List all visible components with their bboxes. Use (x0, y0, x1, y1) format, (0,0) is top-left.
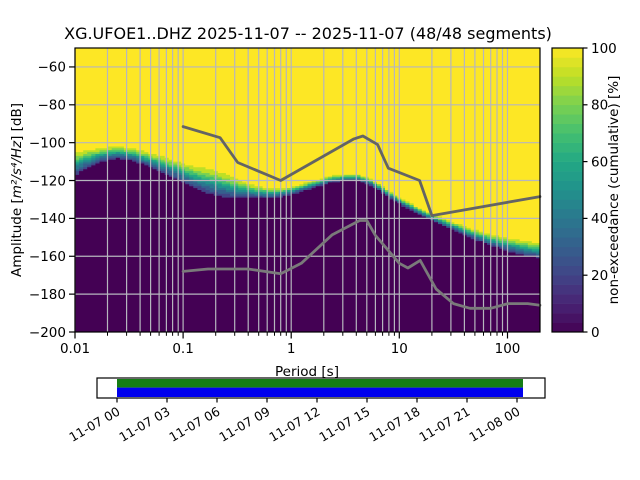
colorbar-segment (552, 142, 583, 153)
timeline-tick-label: 11-08 00 (466, 404, 522, 445)
y-tick-label: −60 (38, 60, 67, 76)
colorbar-segment (552, 57, 583, 68)
y-tick-label: −200 (29, 325, 66, 341)
y-tick-label: −180 (29, 287, 66, 303)
y-tick-label: −100 (29, 135, 66, 151)
colorbar-border (551, 47, 584, 333)
colorbar-segment (552, 294, 583, 304)
colorbar-segment (552, 246, 583, 257)
timeline-tick-label: 11-07 12 (266, 404, 322, 445)
colorbar-segment (552, 104, 583, 115)
timeline-tick-label: 11-07 00 (66, 404, 122, 445)
colorbar-label: non-exceedance (cumulative) [%] (606, 76, 622, 305)
colorbar-segment (552, 133, 583, 143)
nhnm-noise-model-line (181, 125, 542, 218)
colorbar-segment (552, 199, 583, 210)
colorbar-segment (552, 95, 583, 106)
colorbar-segment (552, 76, 583, 87)
colorbar-segment (552, 256, 583, 267)
colorbar-segment (552, 85, 583, 96)
timeline-tick-label: 11-07 21 (416, 404, 472, 445)
colorbar-tick-label: 20 (591, 268, 608, 284)
x-axis-label: Period [s] (275, 364, 339, 380)
y-axis-label: Amplitude [m²/s⁴/Hz] [dB] (9, 103, 25, 277)
y-tick-label: −140 (29, 211, 66, 227)
colorbar-tick-label: 40 (591, 211, 608, 227)
colorbar-tick-label: 100 (591, 41, 617, 57)
y-axis-label-prefix: Amplitude [ (9, 198, 25, 277)
noise-model-lines (181, 125, 542, 310)
colorbar-segment (552, 303, 583, 314)
colorbar-tick-label: 60 (591, 154, 608, 170)
timeline-tick-label: 11-07 06 (166, 404, 222, 445)
colorbar-segment (552, 152, 583, 162)
colorbar-segment (552, 123, 583, 134)
timeline-tick-label: 11-07 03 (116, 404, 172, 445)
timeline-tick-label: 11-07 15 (316, 404, 372, 445)
colorbar-segment (552, 227, 583, 238)
x-tick-label: 0.1 (172, 341, 193, 357)
colorbar-segment (552, 265, 583, 276)
nlnm-noise-model-line (181, 219, 542, 310)
x-tick-label: 1 (287, 341, 296, 357)
plot-title: XG.UFOE1..DHZ 2025-11-07 -- 2025-11-07 (… (64, 24, 552, 43)
colorbar-segment (552, 180, 583, 191)
timeline-tick-label: 11-07 18 (366, 404, 422, 445)
ppsd-heatmap (75, 48, 540, 332)
timeline-data-segment (117, 387, 523, 397)
timeline-coverage-segment (117, 379, 523, 388)
x-axis: 0.01 0.1 1 10 100 (60, 332, 520, 357)
colorbar-segment (552, 284, 583, 295)
colorbar-segment (552, 208, 583, 219)
timeline-tick-label: 11-07 09 (216, 404, 272, 445)
x-tick-label: 100 (495, 341, 521, 357)
y-tick-label: −120 (29, 173, 66, 189)
colorbar-segment (552, 161, 583, 172)
colorbar-segment (552, 190, 583, 200)
colorbar-segment (552, 66, 583, 77)
colorbar-segment (552, 114, 583, 125)
colorbar-segment (552, 48, 583, 58)
y-axis: −200 −180 −160 −140 −120 −100 −80 −60 (29, 60, 75, 341)
x-tick-label: 0.01 (60, 341, 90, 357)
colorbar-segment (552, 237, 583, 248)
y-tick-label: −80 (38, 98, 67, 114)
colorbar-segment (552, 313, 583, 323)
y-axis-label-units: m²/s⁴/Hz (9, 140, 25, 198)
colorbar-tick-label: 0 (591, 325, 600, 341)
colorbar-segment (552, 218, 583, 229)
ppsd-transition-band (75, 157, 540, 332)
colorbar-segment (552, 322, 583, 333)
colorbar-segment (552, 275, 583, 285)
colorbar-segment (552, 171, 583, 181)
colorbar-tick-label: 80 (591, 98, 608, 114)
x-tick-label: 10 (391, 341, 408, 357)
y-tick-label: −160 (29, 249, 66, 265)
y-axis-label-suffix: ] [dB] (9, 103, 25, 141)
colorbar: 0 20 40 60 80 100 (551, 41, 617, 341)
grid-lines (74, 48, 540, 332)
plot-border (74, 47, 541, 333)
